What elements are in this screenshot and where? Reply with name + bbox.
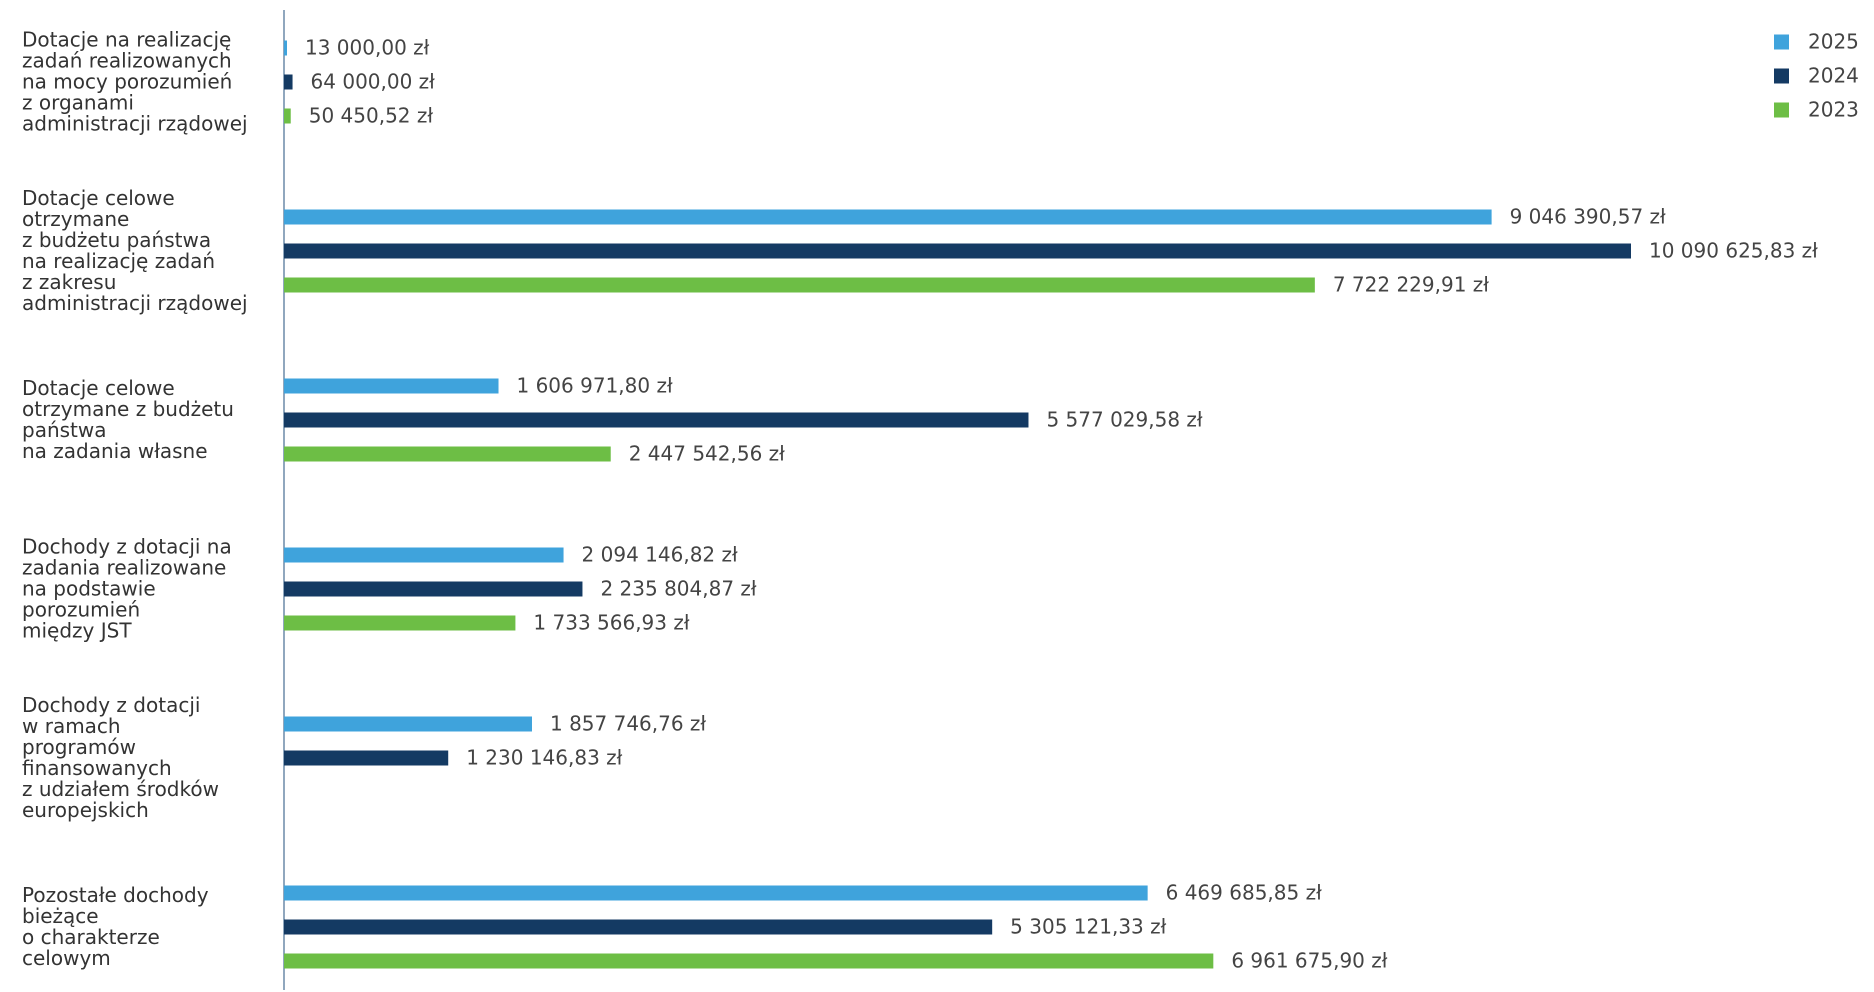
value-label: 5 577 029,58 zł [1046,408,1202,432]
value-label: 9 046 390,57 zł [1510,205,1666,229]
bar [284,919,993,935]
value-label: 6 469 685,85 zł [1166,881,1322,905]
value-label: 50 450,52 zł [309,104,434,128]
bar [284,446,611,462]
value-label: 7 722 229,91 zł [1333,273,1489,297]
legend-label: 2024 [1808,64,1859,88]
category-label: Dochody z dotacji na zadania realizowane… [22,534,232,643]
category-label: Dochody z dotacji w ramach programów fin… [22,693,219,822]
value-label: 2 094 146,82 zł [582,543,738,567]
value-label: 10 090 625,83 zł [1649,239,1818,263]
legend-swatch [1774,68,1789,84]
value-label: 64 000,00 zł [311,70,436,94]
category-label: Dotacje celowe otrzymane z budżetu państ… [22,186,248,315]
bar [284,885,1148,901]
bar [284,108,291,124]
value-label: 1 857 746,76 zł [550,712,706,736]
category-label: Dotacje celowe otrzymane z budżetu państ… [22,376,234,463]
bar [284,40,287,56]
value-label: 5 305 121,33 zł [1010,915,1166,939]
bar [284,277,1315,293]
bar [284,615,516,631]
bar [284,209,1492,225]
value-label: 1 606 971,80 zł [517,374,673,398]
bar [284,581,583,597]
value-label: 6 961 675,90 zł [1231,949,1387,973]
value-label: 1 733 566,93 zł [533,611,689,635]
legend-label: 2025 [1808,30,1859,54]
bar [284,716,532,732]
legend-swatch [1774,102,1789,118]
bar [284,547,564,563]
value-label: 2 235 804,87 zł [600,577,756,601]
bar [284,243,1631,259]
legend-label: 2023 [1808,98,1859,122]
bar [284,750,449,766]
bar [284,953,1214,969]
bar [284,74,293,90]
bar [284,412,1029,428]
value-label: 1 230 146,83 zł [466,746,622,770]
legend-swatch [1774,34,1789,50]
value-label: 2 447 542,56 zł [629,442,785,466]
bar [284,378,499,394]
category-label: Pozostałe dochody bieżące o charakterze … [22,883,209,970]
category-label: Dotacje na realizację zadań realizowanyc… [22,27,248,136]
value-label: 13 000,00 zł [305,36,430,60]
